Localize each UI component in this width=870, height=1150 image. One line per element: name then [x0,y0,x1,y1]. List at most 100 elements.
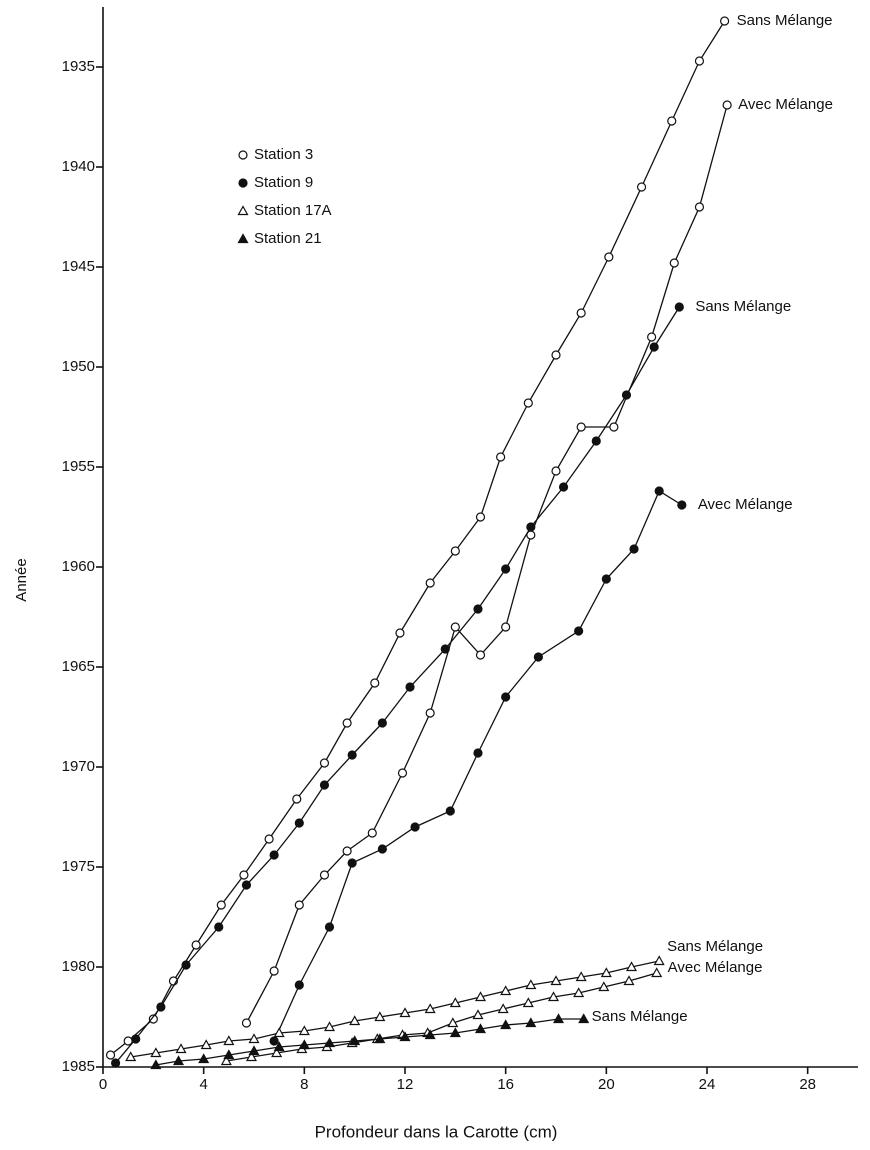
data-point [374,1033,386,1044]
data-point [573,987,585,998]
data-point [319,870,330,880]
data-point [591,436,601,446]
data-point [349,1035,361,1046]
y-tick-label: 1965 [62,658,95,675]
data-point [273,1027,285,1038]
data-point [533,652,543,662]
data-point [323,1021,336,1032]
data-point [496,452,506,462]
data-point [148,1014,158,1024]
data-point [551,350,561,360]
data-point [552,1013,565,1024]
data-point [150,1047,162,1058]
y-tick-label: 1940 [62,158,95,175]
data-point [181,960,191,970]
data-point [377,718,387,728]
data-point [523,398,533,408]
data-point [669,258,679,268]
x-tick-label: 20 [598,1076,615,1093]
data-point [399,1031,411,1042]
data-point [450,546,460,556]
data-point [105,1050,116,1060]
y-tick-label: 1960 [62,558,95,575]
data-point [200,1039,212,1050]
data-point [374,1011,386,1022]
x-tick-label: 12 [397,1076,414,1093]
series-annotation: Avec Mélange [738,96,833,113]
series-annotation: Avec Mélange [698,496,793,513]
y-tick-label: 1935 [62,58,95,75]
data-point [294,818,304,828]
data-point [575,971,587,982]
data-point [604,252,614,262]
data-point [578,1013,590,1024]
series-annotation: Avec Mélange [668,959,763,976]
data-point [501,564,511,574]
y-tick-label: 1945 [62,258,95,275]
data-point [601,574,611,584]
data-point [497,1003,509,1014]
data-point [399,1007,411,1018]
series-line [115,306,680,1064]
data-point [623,975,635,986]
data-point [264,834,274,844]
x-tick-label: 0 [99,1076,107,1093]
data-point [547,991,560,1002]
data-point [651,967,663,978]
data-point [223,1035,235,1046]
data-point [294,900,304,910]
series-line [110,20,726,1056]
legend-marker [237,205,249,216]
legend-label: Station 21 [254,230,322,247]
data-point [450,622,460,632]
data-point [239,870,249,880]
data-point [500,985,512,996]
data-point [410,822,420,832]
y-tick-label: 1955 [62,458,95,475]
legend-label: Station 9 [254,174,313,191]
data-point [370,678,380,688]
data-point [424,1003,436,1014]
data-point [271,1047,283,1058]
data-point [653,955,665,966]
data-point [636,182,647,192]
data-point [323,1037,336,1048]
legend-marker [238,178,248,188]
series-annotation: Sans Mélange [737,12,833,29]
data-point [395,628,405,638]
data-point [473,604,483,614]
data-point [501,692,511,702]
data-point [440,644,450,654]
data-point [214,922,224,932]
data-point [294,980,304,990]
data-point [131,1034,141,1044]
y-tick-label: 1975 [62,858,95,875]
data-point [621,390,632,400]
data-point [324,922,335,932]
data-point [405,682,415,692]
data-point [558,482,569,492]
data-point [647,332,657,342]
data-point [525,979,537,990]
data-point [367,828,377,838]
data-point [447,1017,459,1028]
data-point [574,626,584,636]
series-line [155,1018,584,1066]
data-point [298,1025,310,1036]
data-point [474,1023,487,1034]
data-point [722,100,732,110]
data-point [347,750,357,760]
data-point [677,500,687,510]
data-point [377,844,387,854]
legend-marker [238,150,248,160]
data-point [241,880,252,890]
data-point [522,997,534,1008]
data-point [475,512,486,522]
data-point [500,1019,512,1030]
data-point [319,780,330,790]
data-point [292,794,302,804]
data-point [625,961,638,972]
x-tick-label: 8 [300,1076,308,1093]
data-point [245,1051,258,1062]
data-point [694,56,705,66]
